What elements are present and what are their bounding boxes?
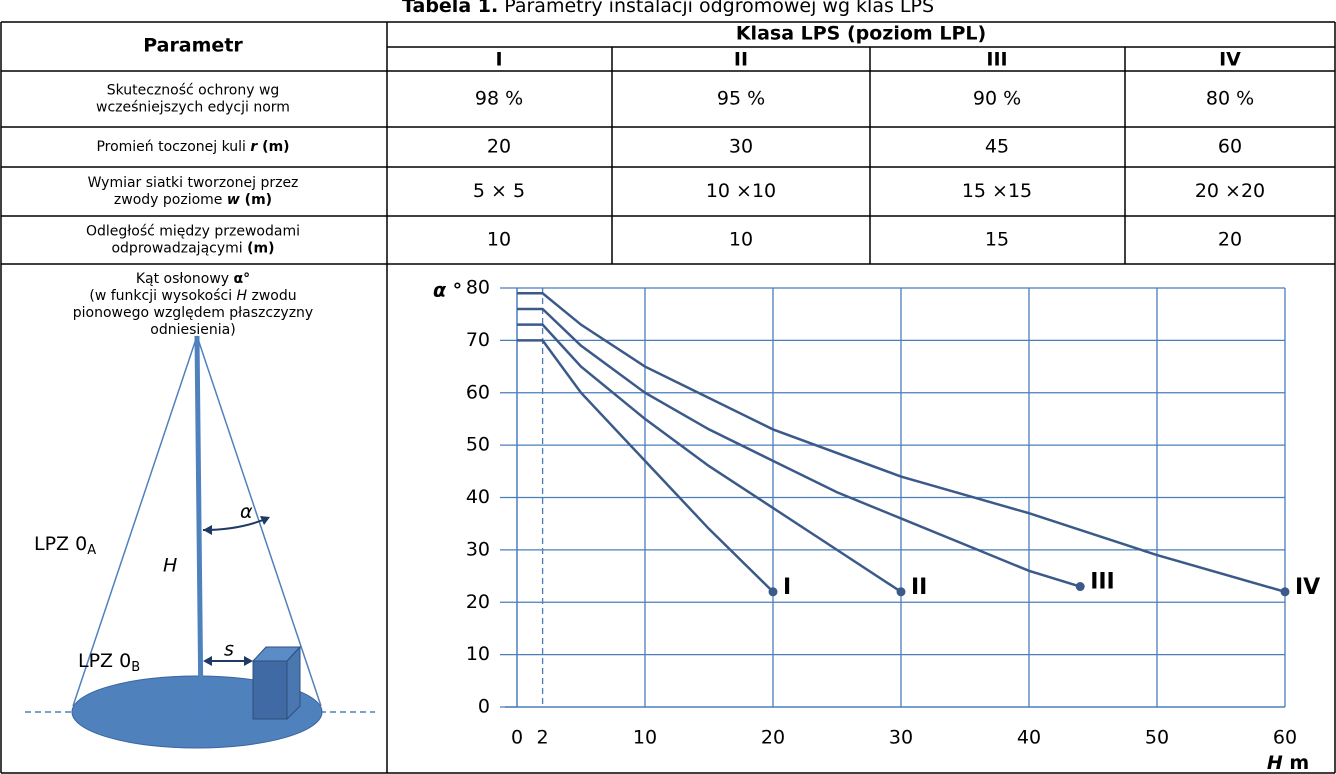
y-tick-label: 70 <box>466 329 490 351</box>
height-label: H <box>163 555 177 577</box>
distance-label: s <box>224 639 234 661</box>
row-label: Wymiar siatki tworzonej przez <box>88 175 299 191</box>
alpha-label: α <box>240 501 253 523</box>
angle-label: (w funkcji wysokości H zwodu <box>89 288 296 304</box>
class-header: IV <box>1219 49 1241 71</box>
zone-b-main: LPZ 0 <box>78 650 131 672</box>
x-tick-label: 60 <box>1273 727 1297 749</box>
end-point <box>1281 587 1290 596</box>
cell-value: 20 ×20 <box>1195 180 1265 202</box>
text-part: H <box>237 288 248 304</box>
text-part: zwody poziome <box>114 192 227 208</box>
row-label: Skuteczność ochrony wg <box>107 83 280 99</box>
cell-value: 5 × 5 <box>473 180 525 202</box>
end-point <box>1076 582 1085 591</box>
zone-a-sub: A <box>87 543 96 558</box>
text-part: (m) <box>257 139 289 155</box>
text-part: zwodu <box>247 288 297 304</box>
zone-b-sub: B <box>131 660 140 675</box>
series-label: II <box>911 575 927 600</box>
zone-b-label: LPZ 0B <box>78 650 140 675</box>
cell-value: 90 % <box>973 88 1021 110</box>
x-tick-label: 10 <box>633 727 657 749</box>
text-part: α° <box>234 271 251 287</box>
text-part: w <box>227 192 240 208</box>
zone-a-label: LPZ 0A <box>34 533 96 558</box>
cell-value: 15 ×15 <box>962 180 1032 202</box>
text-part: odprowadzającymi <box>111 241 247 257</box>
cell-value: 10 <box>487 229 511 251</box>
header-parameter: Parametr <box>143 35 243 57</box>
series-line <box>517 309 1080 587</box>
text-part: H <box>1267 752 1283 774</box>
y-tick-label: 40 <box>466 486 490 508</box>
y-tick-label: 50 <box>466 434 490 456</box>
y-tick-label: 10 <box>466 643 490 665</box>
text-part: Kąt osłonowy <box>136 271 234 287</box>
angle-label: pionowego względem płaszczyzny <box>73 305 313 321</box>
text-part: odniesienia) <box>150 322 235 338</box>
cell-value: 30 <box>729 136 753 158</box>
cell-value: 60 <box>1218 136 1242 158</box>
x-axis-label: H m <box>1267 752 1309 774</box>
series-label: I <box>783 575 791 600</box>
cell-value: 80 % <box>1206 88 1254 110</box>
y-tick-label: 30 <box>466 538 490 560</box>
series-label: III <box>1090 570 1115 595</box>
y-axis-label: α ° <box>433 280 462 302</box>
series-label: IV <box>1295 575 1320 600</box>
x-tick-label: 0 <box>511 727 523 749</box>
row-label: zwody poziome w (m) <box>114 192 272 208</box>
end-point <box>897 587 906 596</box>
zone-a-main: LPZ 0 <box>34 533 87 555</box>
text-part: Wymiar siatki tworzonej przez <box>88 175 299 191</box>
angle-label: Kąt osłonowy α° <box>136 271 250 287</box>
angle-label: odniesienia) <box>150 322 235 338</box>
x-tick-label: 20 <box>761 727 785 749</box>
page-title: Tabela 1. Parametry instalacji odgromowe… <box>402 0 934 17</box>
cell-value: 95 % <box>717 88 765 110</box>
text-part: (w funkcji wysokości <box>89 288 236 304</box>
cell-value: 98 % <box>475 88 523 110</box>
x-tick-label: 2 <box>537 727 549 749</box>
y-tick-label: 20 <box>466 591 490 613</box>
y-tick-label: 0 <box>478 696 490 718</box>
cell-value: 45 <box>985 136 1009 158</box>
row-label: Promień toczonej kuli r (m) <box>96 139 289 155</box>
series-line <box>517 325 901 592</box>
text-part: Tabela 1. <box>402 0 498 17</box>
cell-value: 10 <box>729 229 753 251</box>
y-tick-label: 60 <box>466 381 490 403</box>
end-point <box>769 587 778 596</box>
class-header: I <box>495 49 502 71</box>
x-tick-label: 50 <box>1145 727 1169 749</box>
class-header: III <box>986 49 1007 71</box>
text-part: Parametry instalacji odgromowej wg klas … <box>498 0 934 17</box>
text-part: pionowego względem płaszczyzny <box>73 305 313 321</box>
text-part: Skuteczność ochrony wg <box>107 83 280 99</box>
cell-value: 10 ×10 <box>706 180 776 202</box>
row-label: wcześniejszych edycji norm <box>96 100 290 116</box>
text-part: Promień toczonej kuli <box>96 139 250 155</box>
x-tick-label: 40 <box>1017 727 1041 749</box>
text-part: m <box>1283 752 1309 774</box>
text-part: wcześniejszych edycji norm <box>96 100 290 116</box>
text-part: Odległość między przewodami <box>86 224 300 240</box>
header-group: Klasa LPS (poziom LPL) <box>736 23 986 45</box>
cell-value: 15 <box>985 229 1009 251</box>
cell-value: 20 <box>1218 229 1242 251</box>
page: Parametr Klasa LPS (poziom LPL) α H s LP… <box>0 0 1336 774</box>
text-part: (m) <box>240 192 272 208</box>
row-label: odprowadzającymi (m) <box>111 241 274 257</box>
x-tick-label: 30 <box>889 727 913 749</box>
class-header: II <box>734 49 748 71</box>
y-tick-label: 80 <box>466 277 490 299</box>
cell-value: 20 <box>487 136 511 158</box>
row-label: Odległość między przewodami <box>86 224 300 240</box>
text-part: (m) <box>247 241 274 257</box>
